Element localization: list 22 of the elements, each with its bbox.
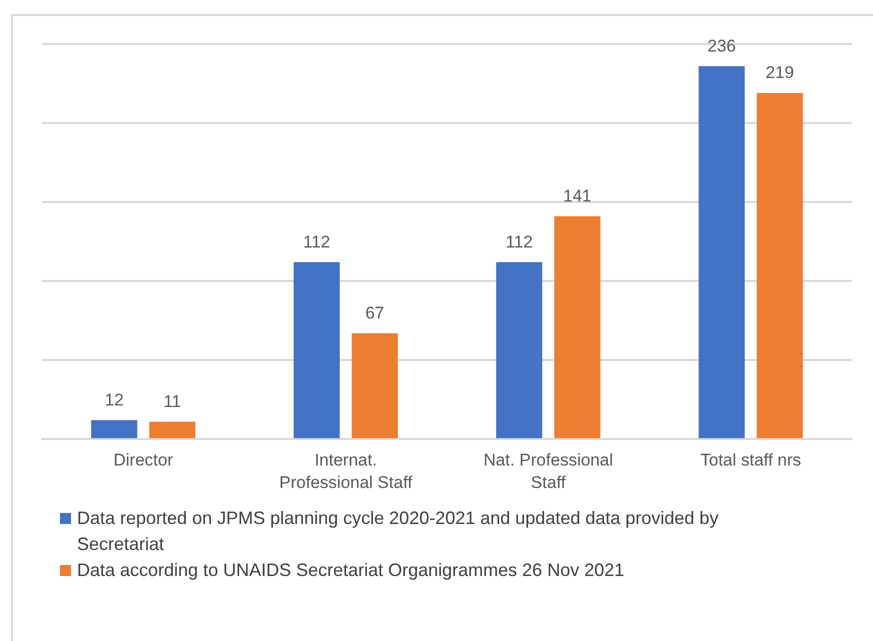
bar xyxy=(698,66,745,438)
bar xyxy=(756,92,803,438)
x-tick-label: Internat. Professional Staff xyxy=(279,450,412,492)
data-label: 112 xyxy=(303,232,330,252)
data-label: 236 xyxy=(708,36,736,56)
bar xyxy=(149,422,196,438)
bar xyxy=(352,333,398,438)
data-label: 141 xyxy=(563,186,592,206)
bar xyxy=(496,262,542,438)
legend-label: Data reported on JPMS planning cycle 2020-2021 and updated data provided by Secretariat xyxy=(77,507,720,556)
x-tick-label: Director xyxy=(113,450,174,470)
legend-label: Data according to UNAIDS Secretariat Organigrammes 26 Nov 2021 xyxy=(77,559,624,582)
bar xyxy=(91,420,138,438)
bar xyxy=(294,262,340,438)
x-tick-label: Nat. Professional Staff xyxy=(484,450,613,492)
data-label: 12 xyxy=(104,390,124,410)
bar xyxy=(554,216,600,438)
data-label: 67 xyxy=(365,303,384,322)
data-label: 219 xyxy=(766,63,794,82)
data-label: 112 xyxy=(506,232,533,252)
data-label: 11 xyxy=(163,392,182,411)
x-tick-label: Total staff nrs xyxy=(700,450,802,470)
